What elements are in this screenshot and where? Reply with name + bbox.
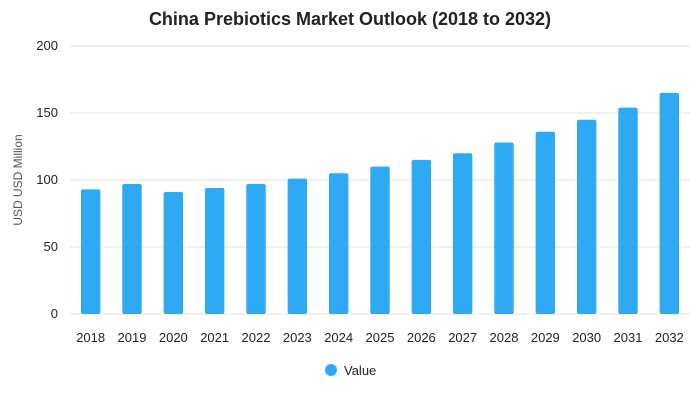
bar-2018[interactable] [80, 189, 101, 314]
x-tick-label: 2031 [614, 330, 643, 345]
bar-2030[interactable] [576, 119, 597, 314]
y-tick-label: 0 [51, 306, 58, 321]
x-tick-label: 2024 [324, 330, 353, 345]
x-tick-label: 2032 [655, 330, 684, 345]
bars [80, 92, 680, 315]
chart-title: China Prebiotics Market Outlook (2018 to… [149, 9, 551, 29]
bar-2026[interactable] [411, 159, 432, 314]
y-axis-ticks: 0 50 100 150 200 [36, 38, 58, 321]
x-tick-label: 2019 [118, 330, 147, 345]
x-tick-label: 2029 [531, 330, 560, 345]
bar-2031[interactable] [618, 107, 638, 314]
x-tick-label: 2028 [490, 330, 519, 345]
x-tick-label: 2022 [242, 330, 271, 345]
y-axis-title: USD USD Million [11, 134, 25, 225]
y-tick-label: 50 [44, 239, 58, 254]
x-tick-label: 2027 [448, 330, 477, 345]
x-tick-label: 2025 [366, 330, 395, 345]
x-tick-label: 2018 [76, 330, 105, 345]
bar-2023[interactable] [287, 178, 308, 314]
x-tick-label: 2020 [159, 330, 188, 345]
bar-2028[interactable] [494, 142, 514, 314]
x-axis-ticks: 2018 2019 2020 2021 2022 2023 2024 2025 2026 2027… [76, 330, 684, 345]
bar-2024[interactable] [328, 173, 349, 314]
x-tick-label: 2026 [407, 330, 436, 345]
bar-2022[interactable] [246, 184, 266, 314]
y-tick-label: 150 [36, 105, 58, 120]
x-tick-label: 2021 [200, 330, 229, 345]
y-tick-label: 200 [36, 38, 58, 53]
x-tick-label: 2023 [283, 330, 312, 345]
legend[interactable]: Value [325, 363, 376, 378]
y-tick-label: 100 [36, 172, 58, 187]
bar-2032[interactable] [659, 92, 680, 315]
legend-label-value: Value [344, 363, 376, 378]
bar-2019[interactable] [122, 184, 142, 314]
x-tick-label: 2030 [572, 330, 601, 345]
bar-2020[interactable] [163, 192, 184, 314]
bar-2021[interactable] [204, 188, 225, 314]
bar-2027[interactable] [452, 153, 473, 314]
bar-2025[interactable] [370, 166, 390, 314]
bar-2029[interactable] [535, 131, 556, 314]
legend-swatch-value [325, 364, 337, 376]
